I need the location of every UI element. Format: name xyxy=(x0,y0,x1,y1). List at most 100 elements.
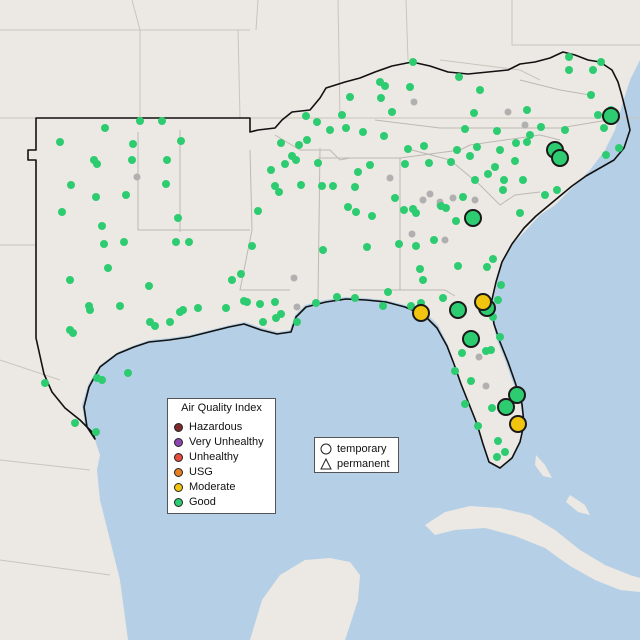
monitor-good-small[interactable] xyxy=(277,139,285,147)
monitor-good-small[interactable] xyxy=(380,132,388,140)
monitor-good-small[interactable] xyxy=(488,404,496,412)
monitor-good-small[interactable] xyxy=(163,156,171,164)
monitor-good-small[interactable] xyxy=(120,238,128,246)
monitor-good-small[interactable] xyxy=(128,156,136,164)
monitor-good-small[interactable] xyxy=(116,302,124,310)
monitor-good-small[interactable] xyxy=(600,124,608,132)
monitor-good-small[interactable] xyxy=(470,109,478,117)
monitor-no-data[interactable] xyxy=(471,196,479,204)
monitor-good-small[interactable] xyxy=(368,212,376,220)
monitor-good-small[interactable] xyxy=(92,428,100,436)
monitor-good-small[interactable] xyxy=(129,140,137,148)
monitor-good-small[interactable] xyxy=(496,333,504,341)
monitor-no-data[interactable] xyxy=(441,236,449,244)
monitor-good-small[interactable] xyxy=(458,349,466,357)
monitor-good-small[interactable] xyxy=(145,282,153,290)
monitor-good-small[interactable] xyxy=(359,128,367,136)
monitor-good-small[interactable] xyxy=(41,379,49,387)
monitor-good-small[interactable] xyxy=(92,193,100,201)
monitor-good-small[interactable] xyxy=(473,143,481,151)
monitor-good-small[interactable] xyxy=(58,208,66,216)
monitor-good-small[interactable] xyxy=(594,111,602,119)
monitor-good-small[interactable] xyxy=(419,276,427,284)
monitor-good-small[interactable] xyxy=(500,176,508,184)
monitor-good-small[interactable] xyxy=(452,217,460,225)
monitor-good-small[interactable] xyxy=(66,276,74,284)
monitor-moderate[interactable] xyxy=(412,304,430,322)
monitor-good-small[interactable] xyxy=(271,298,279,306)
monitor-good-small[interactable] xyxy=(248,242,256,250)
monitor-good[interactable] xyxy=(497,398,515,416)
monitor-good-small[interactable] xyxy=(342,124,350,132)
monitor-no-data[interactable] xyxy=(521,121,529,129)
monitor-good-small[interactable] xyxy=(406,83,414,91)
monitor-good-small[interactable] xyxy=(162,180,170,188)
monitor-good-small[interactable] xyxy=(237,270,245,278)
monitor-good-small[interactable] xyxy=(67,181,75,189)
monitor-no-data[interactable] xyxy=(449,194,457,202)
monitor-good-small[interactable] xyxy=(565,66,573,74)
monitor-good-small[interactable] xyxy=(494,437,502,445)
monitor-good-small[interactable] xyxy=(56,138,64,146)
monitor-good-small[interactable] xyxy=(459,193,467,201)
monitor-good-small[interactable] xyxy=(124,369,132,377)
monitor-good-small[interactable] xyxy=(326,126,334,134)
monitor-good-small[interactable] xyxy=(589,66,597,74)
monitor-no-data[interactable] xyxy=(290,274,298,282)
monitor-good-small[interactable] xyxy=(259,318,267,326)
monitor-no-data[interactable] xyxy=(410,98,418,106)
monitor-no-data[interactable] xyxy=(386,174,394,182)
monitor-good-small[interactable] xyxy=(455,73,463,81)
monitor-good-small[interactable] xyxy=(329,182,337,190)
monitor-good-small[interactable] xyxy=(351,294,359,302)
monitor-no-data[interactable] xyxy=(133,173,141,181)
monitor-good-small[interactable] xyxy=(597,58,605,66)
monitor-good-small[interactable] xyxy=(553,186,561,194)
monitor-good-small[interactable] xyxy=(565,53,573,61)
monitor-good-small[interactable] xyxy=(151,322,159,330)
monitor-good-small[interactable] xyxy=(303,136,311,144)
monitor-good-small[interactable] xyxy=(158,117,166,125)
monitor-no-data[interactable] xyxy=(419,196,427,204)
monitor-good-small[interactable] xyxy=(401,160,409,168)
monitor-good-small[interactable] xyxy=(318,182,326,190)
monitor-good-small[interactable] xyxy=(381,82,389,90)
monitor-good-small[interactable] xyxy=(177,137,185,145)
monitor-good-small[interactable] xyxy=(454,262,462,270)
monitor-moderate[interactable] xyxy=(474,293,492,311)
monitor-good-small[interactable] xyxy=(366,161,374,169)
monitor-good-small[interactable] xyxy=(471,176,479,184)
monitor-good-small[interactable] xyxy=(466,152,474,160)
monitor-good-small[interactable] xyxy=(537,123,545,131)
monitor-no-data[interactable] xyxy=(426,190,434,198)
monitor-good-small[interactable] xyxy=(442,204,450,212)
monitor-good-small[interactable] xyxy=(511,157,519,165)
monitor-good-small[interactable] xyxy=(493,127,501,135)
monitor-good-small[interactable] xyxy=(302,112,310,120)
monitor-good-small[interactable] xyxy=(493,453,501,461)
monitor-good-small[interactable] xyxy=(451,367,459,375)
monitor-good[interactable] xyxy=(449,301,467,319)
monitor-good-small[interactable] xyxy=(281,160,289,168)
monitor-good-small[interactable] xyxy=(271,182,279,190)
monitor-good-small[interactable] xyxy=(377,94,385,102)
monitor-good-small[interactable] xyxy=(275,188,283,196)
monitor-good-small[interactable] xyxy=(541,191,549,199)
monitor-good-small[interactable] xyxy=(615,144,623,152)
monitor-good-small[interactable] xyxy=(519,176,527,184)
monitor-good-small[interactable] xyxy=(346,93,354,101)
monitor-good-small[interactable] xyxy=(101,124,109,132)
monitor-good-small[interactable] xyxy=(333,293,341,301)
monitor-good-small[interactable] xyxy=(185,238,193,246)
monitor-good-small[interactable] xyxy=(295,141,303,149)
monitor-good-small[interactable] xyxy=(194,304,202,312)
monitor-good-small[interactable] xyxy=(602,151,610,159)
monitor-no-data[interactable] xyxy=(293,303,301,311)
monitor-good-small[interactable] xyxy=(461,400,469,408)
monitor-good-small[interactable] xyxy=(314,159,322,167)
monitor-good[interactable] xyxy=(464,209,482,227)
monitor-good-small[interactable] xyxy=(491,163,499,171)
monitor-good-small[interactable] xyxy=(474,422,482,430)
monitor-no-data[interactable] xyxy=(408,230,416,238)
